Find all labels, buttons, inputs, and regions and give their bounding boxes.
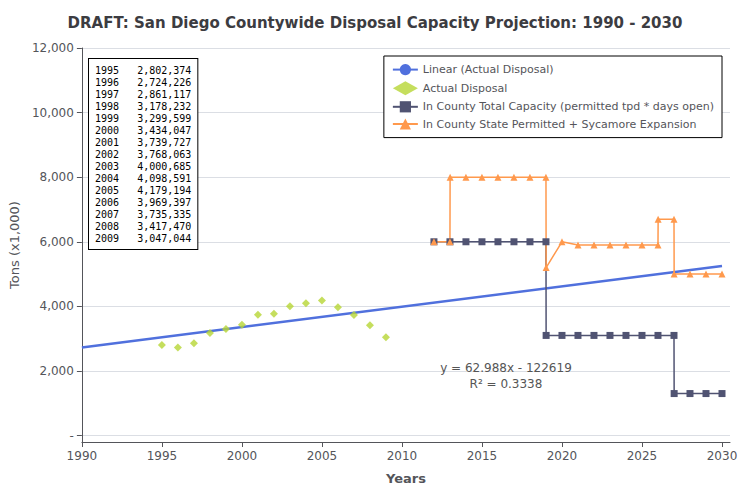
svg-text:1995: 1995 [147, 449, 178, 463]
svg-text:1990: 1990 [67, 449, 98, 463]
svg-text:2004 4,098,591: 2004 4,098,591 [95, 173, 191, 184]
svg-text:1998 3,178,232: 1998 3,178,232 [95, 101, 191, 112]
svg-text:1996 2,724,226: 1996 2,724,226 [95, 77, 191, 88]
svg-text:DRAFT: San Diego Countywide Di: DRAFT: San Diego Countywide Disposal Cap… [68, 14, 683, 32]
svg-text:1995 2,802,374: 1995 2,802,374 [95, 65, 191, 76]
svg-text:2030: 2030 [707, 449, 738, 463]
svg-text:4,000: 4,000 [40, 299, 74, 313]
svg-text:Actual Disposal: Actual Disposal [423, 82, 507, 95]
svg-text:R² = 0.3338: R² = 0.3338 [470, 377, 543, 391]
svg-text:8,000: 8,000 [40, 170, 74, 184]
svg-text:-: - [70, 429, 74, 443]
svg-text:1999 3,299,599: 1999 3,299,599 [95, 113, 191, 124]
svg-text:2015: 2015 [467, 449, 498, 463]
svg-text:2000: 2000 [227, 449, 258, 463]
svg-text:2025: 2025 [627, 449, 658, 463]
svg-text:Years: Years [385, 471, 426, 486]
svg-text:2000 3,434,047: 2000 3,434,047 [95, 125, 191, 136]
svg-text:y = 62.988x - 122619: y = 62.988x - 122619 [440, 361, 572, 375]
svg-text:In County State Permitted + Sy: In County State Permitted + Sycamore Exp… [423, 118, 697, 131]
svg-text:2010: 2010 [387, 449, 418, 463]
svg-text:2003 4,000,685: 2003 4,000,685 [95, 161, 191, 172]
svg-text:2006 3,969,397: 2006 3,969,397 [95, 197, 191, 208]
svg-text:2002 3,768,063: 2002 3,768,063 [95, 149, 191, 160]
svg-text:10,000: 10,000 [32, 106, 74, 120]
svg-text:Linear (Actual Disposal): Linear (Actual Disposal) [423, 63, 554, 76]
svg-text:In County Total Capacity (perm: In County Total Capacity (permitted tpd … [423, 100, 714, 113]
svg-text:2007 3,735,335: 2007 3,735,335 [95, 209, 191, 220]
svg-text:2001 3,739,727: 2001 3,739,727 [95, 137, 191, 148]
svg-text:2020: 2020 [547, 449, 578, 463]
svg-text:2005: 2005 [307, 449, 338, 463]
svg-text:12,000: 12,000 [32, 41, 74, 55]
svg-text:2,000: 2,000 [40, 364, 74, 378]
svg-text:Tons (x1,000): Tons (x1,000) [7, 201, 22, 290]
svg-text:1997 2,861,117: 1997 2,861,117 [95, 89, 191, 100]
svg-text:2005 4,179,194: 2005 4,179,194 [95, 185, 191, 196]
svg-text:2009 3,047,044: 2009 3,047,044 [95, 233, 191, 244]
svg-text:2008 3,417,470: 2008 3,417,470 [95, 221, 191, 232]
svg-text:6,000: 6,000 [40, 235, 74, 249]
